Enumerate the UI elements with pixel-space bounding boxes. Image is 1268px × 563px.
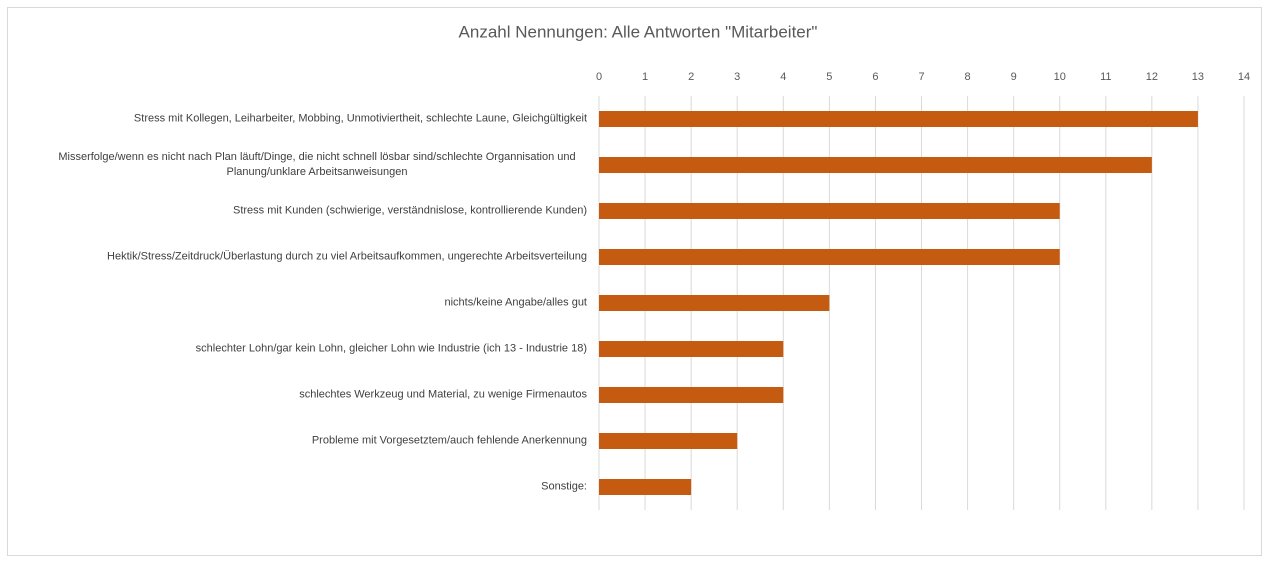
bar [599, 341, 784, 357]
x-tick-label: 6 [872, 71, 878, 83]
x-tick-label: 0 [596, 71, 602, 83]
bar [599, 203, 1060, 219]
bar [599, 433, 738, 449]
x-tick-label: 2 [688, 71, 694, 83]
y-tick-label: schlechter Lohn/gar kein Lohn, gleicher … [195, 342, 587, 355]
category-label-box: Hektik/Stress/Zeitdruck/Überlastung durc… [47, 250, 587, 265]
x-tick-label: 1 [642, 71, 648, 83]
chart-title: Anzahl Nennungen: Alle Antworten "Mitarb… [459, 22, 818, 41]
x-tick-label: 13 [1192, 71, 1204, 83]
bar [599, 479, 692, 495]
y-tick-label: Misserfolge/wenn es nicht nach Plan läuf… [58, 151, 576, 178]
category-label-box: schlechtes Werkzeug und Material, zu wen… [47, 388, 587, 403]
bar [599, 295, 830, 311]
x-tick-label: 10 [1054, 71, 1066, 83]
y-tick-label: schlechtes Werkzeug und Material, zu wen… [299, 388, 587, 401]
x-tick-label: 7 [918, 71, 924, 83]
category-label-box: Misserfolge/wenn es nicht nach Plan läuf… [47, 150, 587, 180]
x-tick-label: 8 [965, 71, 971, 83]
x-tick-label: 9 [1011, 71, 1017, 83]
category-label-box: Sonstige: [47, 480, 587, 495]
x-tick-label: 11 [1100, 71, 1111, 83]
y-tick-label: Stress mit Kollegen, Leiharbeiter, Mobbi… [133, 112, 587, 125]
x-tick-label: 14 [1238, 71, 1250, 83]
category-label-box: nichts/keine Angabe/alles gut [47, 296, 588, 311]
bar [599, 157, 1152, 173]
category-label-box: Stress mit Kunden (schwierige, verständn… [47, 204, 587, 219]
category-label-box: Stress mit Kollegen, Leiharbeiter, Mobbi… [47, 112, 587, 127]
bar [599, 249, 1060, 265]
x-tick-label: 12 [1146, 71, 1158, 83]
chart-frame [7, 7, 1262, 556]
x-tick-label: 4 [780, 71, 786, 83]
y-tick-label: Probleme mit Vorgesetztem/auch fehlende … [311, 434, 587, 447]
y-tick-label: Stress mit Kunden (schwierige, verständn… [232, 204, 587, 217]
y-tick-label: Sonstige: [541, 480, 587, 493]
y-tick-label: Hektik/Stress/Zeitdruck/Überlastung durc… [107, 250, 587, 263]
category-label-box: Probleme mit Vorgesetztem/auch fehlende … [47, 434, 587, 449]
bar [599, 387, 784, 403]
bar [599, 111, 1198, 127]
y-tick-label: nichts/keine Angabe/alles gut [444, 296, 588, 309]
x-tick-label: 5 [826, 71, 832, 83]
x-tick-label: 3 [734, 71, 740, 83]
category-label-box: schlechter Lohn/gar kein Lohn, gleicher … [47, 342, 587, 357]
